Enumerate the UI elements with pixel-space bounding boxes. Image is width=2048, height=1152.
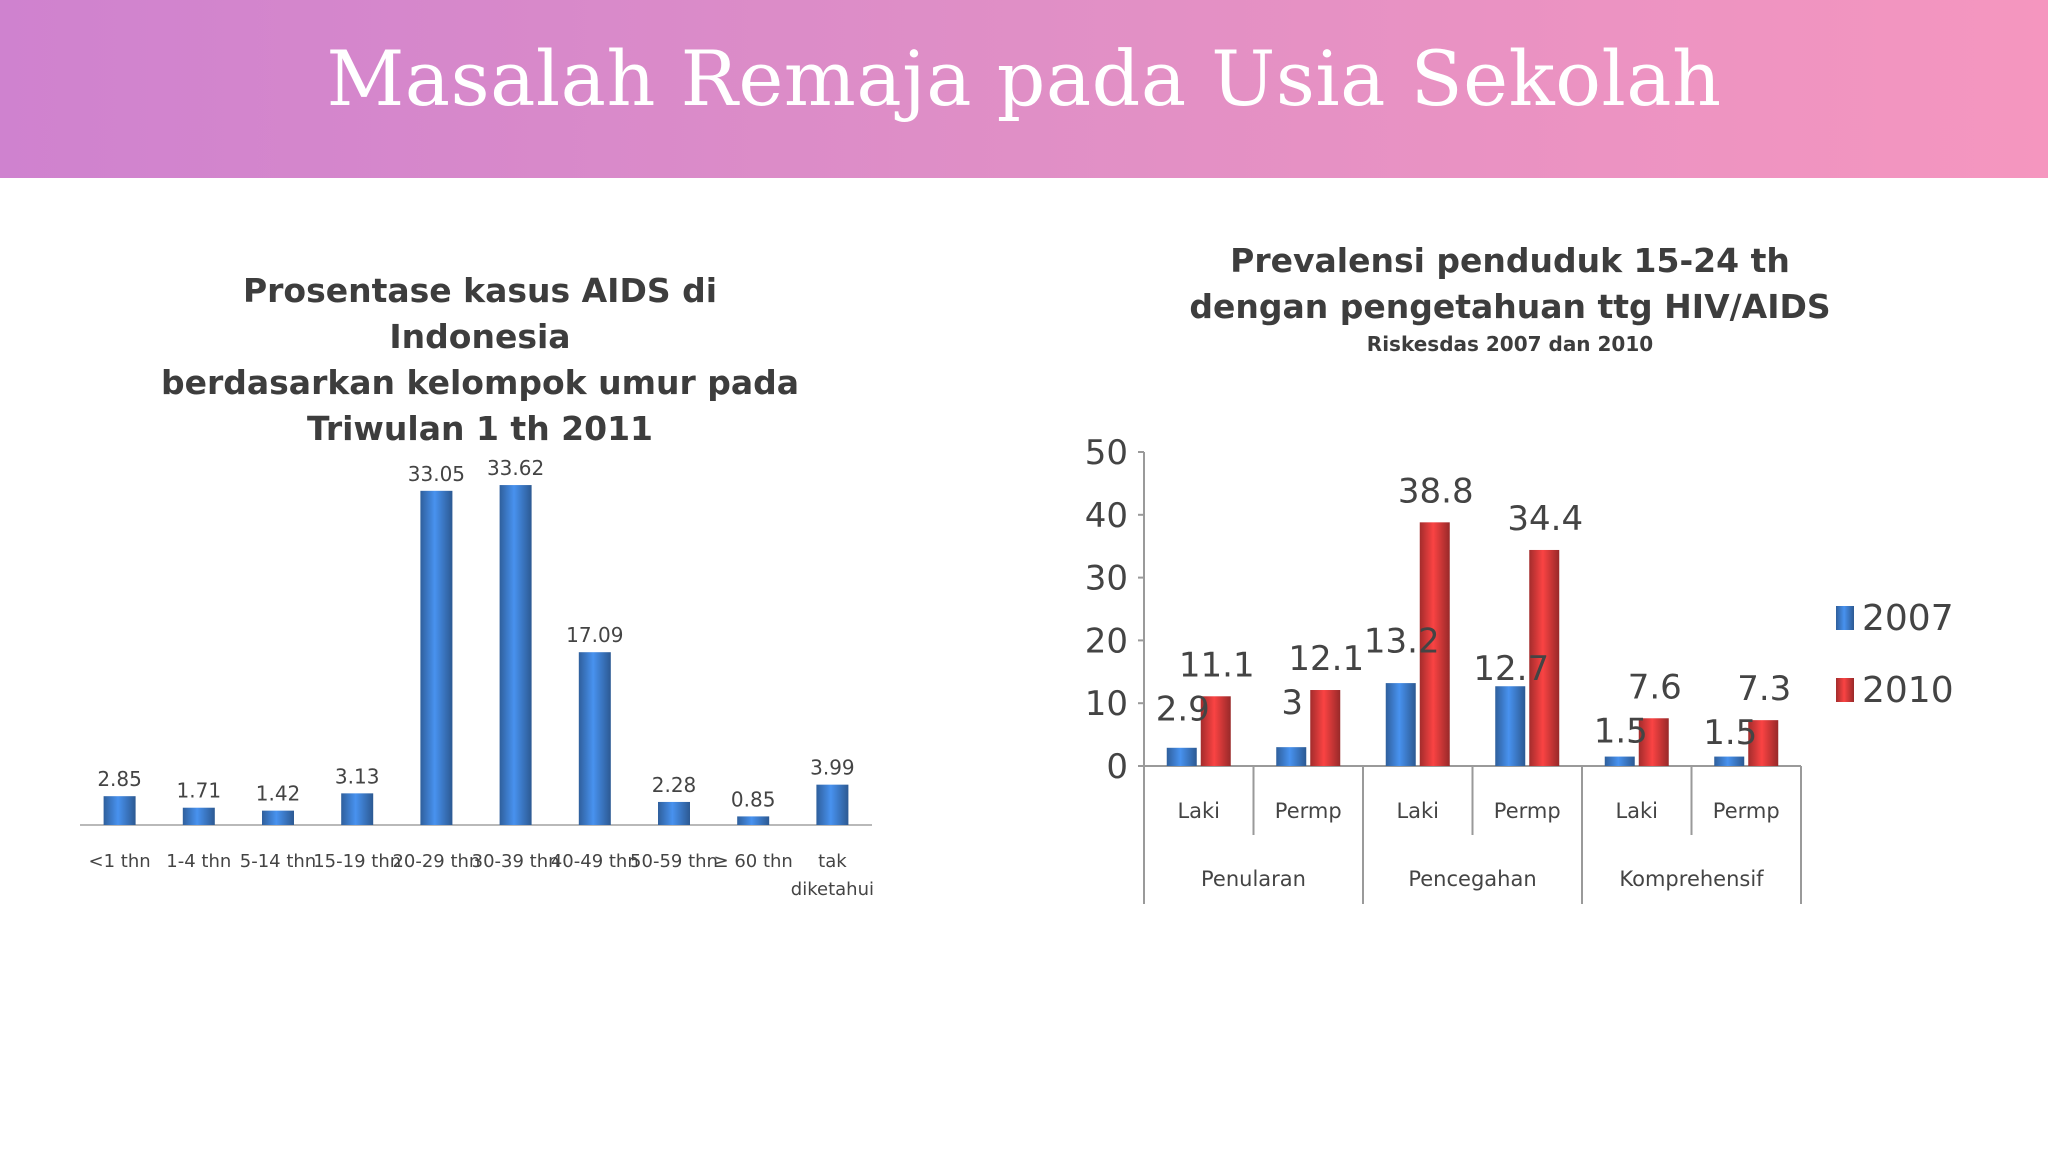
- left-chart-title-line: Triwulan 1 th 2011: [306, 409, 654, 448]
- bar: [499, 485, 532, 825]
- aids-age-bar-chart: 2.85 <1 thn 1.71 1-4 thn 1.42 5-14 thn 3.13 15-…: [80, 456, 874, 900]
- y-tick-label: 20: [1085, 621, 1128, 661]
- bar-2007: [1385, 683, 1416, 766]
- right-chart-subtitle: Riskesdas 2007 dan 2010: [1366, 332, 1654, 356]
- x-tick-label: Laki: [1177, 799, 1220, 823]
- bar-2010: [1748, 720, 1779, 766]
- x-tick-label: Permp: [1713, 799, 1780, 823]
- data-label: 2.28: [652, 773, 697, 797]
- data-label: 3.13: [335, 764, 380, 788]
- data-label: 1.42: [256, 782, 301, 806]
- legend-swatch-2007: [1836, 606, 1854, 630]
- title-banner: [0, 0, 2048, 178]
- data-label: 1.71: [177, 779, 222, 803]
- data-label-2010: 34.4: [1507, 499, 1583, 539]
- x-tick-label: Laki: [1615, 799, 1658, 823]
- y-tick-label: 30: [1085, 559, 1128, 599]
- x-tick-label: 1-4 thn: [166, 851, 231, 872]
- left-chart-title: Prosentase kasus AIDS di Indonesia berda…: [150, 268, 810, 452]
- bar-2010: [1200, 696, 1231, 766]
- bar-2010: [1310, 690, 1341, 766]
- data-label-2010: 11.1: [1179, 645, 1255, 685]
- left-chart-title-line: berdasarkan kelompok umur pada: [160, 363, 799, 402]
- data-label-2007: 1.5: [1594, 711, 1648, 751]
- bar-2007: [1604, 756, 1635, 766]
- data-label-2010: 38.8: [1398, 471, 1474, 511]
- bar: [341, 793, 374, 825]
- x-tick-label: 15-19 thn: [313, 851, 401, 872]
- x-tick-label: tak: [818, 851, 847, 872]
- x-tick-label: 40-49 thn: [551, 851, 639, 872]
- data-label: 33.05: [408, 462, 465, 486]
- hiv-knowledge-bar-chart: 0 10 20 30 40 50 Laki Permp Laki Permp Laki Permp Pe…: [1085, 433, 1954, 904]
- y-tick-label: 0: [1106, 747, 1128, 787]
- x-tick-label: <1 thn: [89, 851, 151, 872]
- data-label: 2.85: [97, 767, 142, 791]
- group-label: Penularan: [1201, 867, 1306, 891]
- y-tick-label: 10: [1085, 684, 1128, 724]
- bar: [658, 801, 690, 825]
- data-label: 0.85: [731, 787, 776, 811]
- bar: [578, 652, 611, 825]
- left-chart-title-line: Prosentase kasus AIDS di Indonesia: [242, 271, 718, 356]
- bar: [420, 490, 453, 825]
- data-label-2007: 2.9: [1156, 689, 1210, 729]
- x-tick-label: diketahui: [791, 879, 874, 900]
- data-label-2010: 12.1: [1288, 639, 1364, 679]
- bar-2007: [1166, 747, 1197, 766]
- slide-title: Masalah Remaja pada Usia Sekolah: [326, 34, 1722, 123]
- bar-2010: [1529, 549, 1560, 766]
- x-tick-label: ≥ 60 thn: [714, 851, 793, 872]
- data-label-2007: 13.2: [1364, 621, 1440, 661]
- right-chart-title: Prevalensi penduduk 15-24 th dengan peng…: [1150, 238, 1870, 330]
- bar: [103, 796, 136, 825]
- legend-label: 2007: [1862, 598, 1954, 639]
- x-tick-label: 30-39 thn: [472, 851, 560, 872]
- y-tick-label: 40: [1085, 496, 1128, 536]
- x-tick-label: 50-59 thn: [630, 851, 718, 872]
- x-tick-label: Permp: [1494, 799, 1561, 823]
- data-label: 33.62: [487, 456, 544, 480]
- bar: [816, 784, 849, 825]
- bar: [262, 810, 294, 825]
- x-tick-label: Laki: [1396, 799, 1439, 823]
- data-label-2010: 7.3: [1737, 669, 1791, 709]
- bar-2007: [1495, 686, 1526, 766]
- bar-2010: [1419, 522, 1450, 766]
- bar: [737, 816, 770, 825]
- data-label-2007: 12.7: [1473, 649, 1549, 689]
- x-tick-label: Permp: [1275, 799, 1342, 823]
- group-label: Pencegahan: [1408, 867, 1536, 891]
- x-tick-label: 20-29 thn: [392, 851, 480, 872]
- data-label: 3.99: [810, 756, 855, 780]
- y-tick-label: 50: [1085, 433, 1128, 473]
- bar-2007: [1276, 747, 1307, 766]
- data-label-2010: 7.6: [1628, 667, 1682, 707]
- legend-swatch-2010: [1836, 678, 1854, 702]
- right-chart-title-line: dengan pengetahuan ttg HIV/AIDS: [1189, 287, 1831, 326]
- bar: [182, 807, 215, 825]
- x-tick-label: 5-14 thn: [240, 851, 316, 872]
- bar-2007: [1714, 756, 1745, 766]
- legend-label: 2010: [1862, 670, 1954, 711]
- bar-2010: [1638, 718, 1669, 766]
- data-label: 17.09: [566, 623, 623, 647]
- data-label-2007: 1.5: [1703, 713, 1757, 753]
- group-label: Komprehensif: [1619, 867, 1764, 891]
- data-label-2007: 3: [1281, 683, 1303, 723]
- right-chart-title-line: Prevalensi penduduk 15-24 th: [1230, 241, 1790, 280]
